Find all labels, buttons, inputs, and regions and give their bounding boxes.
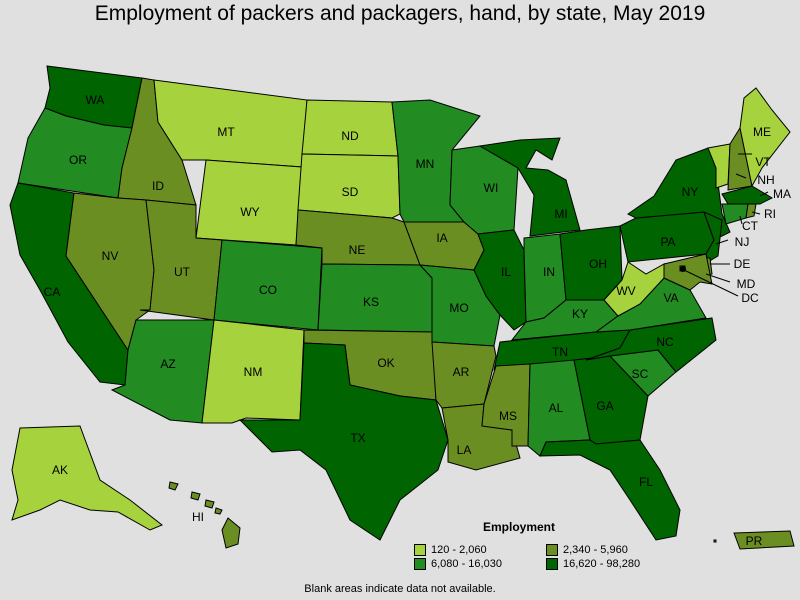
legend-label: 6,080 - 16,030 xyxy=(431,558,502,570)
legend-label: 16,620 - 98,280 xyxy=(563,558,641,570)
label-CA: CA xyxy=(44,285,61,299)
label-AK: AK xyxy=(52,463,68,477)
label-PA: PA xyxy=(660,235,675,249)
label-MD: MD xyxy=(737,277,756,291)
label-MN: MN xyxy=(416,157,435,171)
label-ME: ME xyxy=(753,125,771,139)
state-WY[interactable] xyxy=(195,159,303,246)
state-VT[interactable] xyxy=(707,143,731,189)
label-leaders xyxy=(683,153,769,297)
label-IN: IN xyxy=(543,265,555,279)
legend-item-1: 120 - 2,060 xyxy=(414,544,546,556)
label-NV: NV xyxy=(102,249,119,263)
label-MS: MS xyxy=(499,409,517,423)
map-title: Employment of packers and packagers, han… xyxy=(94,2,706,25)
label-MT: MT xyxy=(217,125,235,139)
label-OK: OK xyxy=(377,356,394,370)
legend-label: 2,340 - 5,960 xyxy=(563,544,628,556)
label-LA: LA xyxy=(457,443,472,457)
label-SD: SD xyxy=(342,185,359,199)
state-PR[interactable] xyxy=(733,530,795,550)
label-NJ: NJ xyxy=(735,235,750,249)
label-NY: NY xyxy=(682,185,699,199)
legend-swatch xyxy=(546,544,558,556)
label-MA: MA xyxy=(773,187,791,201)
label-AL: AL xyxy=(549,401,564,415)
state-ME[interactable] xyxy=(739,87,791,188)
label-NC: NC xyxy=(656,335,674,349)
state-MA[interactable] xyxy=(721,185,774,205)
label-KS: KS xyxy=(363,295,379,309)
footnote: Blank areas indicate data not available. xyxy=(304,583,496,595)
dc-marker xyxy=(680,266,686,272)
label-NM: NM xyxy=(244,365,263,379)
label-GA: GA xyxy=(596,399,613,413)
label-WI: WI xyxy=(484,181,499,195)
label-AR: AR xyxy=(453,365,470,379)
label-CO: CO xyxy=(259,283,277,297)
label-OH: OH xyxy=(589,257,607,271)
legend: Employment 120 - 2,060 2,340 - 5,960 6,0… xyxy=(414,520,640,570)
legend-title: Employment xyxy=(482,520,555,534)
state-HI[interactable] xyxy=(168,481,241,549)
label-CT: CT xyxy=(742,219,759,233)
state-RI[interactable] xyxy=(745,203,757,219)
label-ID: ID xyxy=(152,179,164,193)
label-NH: NH xyxy=(757,173,774,187)
state-ND[interactable] xyxy=(301,99,399,157)
legend-swatch xyxy=(546,558,558,570)
label-OR: OR xyxy=(69,153,87,167)
label-MO: MO xyxy=(449,301,468,315)
state-SD[interactable] xyxy=(297,153,401,219)
pr-islet xyxy=(713,539,717,543)
label-KY: KY xyxy=(572,307,588,321)
state-FL[interactable] xyxy=(539,439,681,541)
label-WA: WA xyxy=(86,93,105,107)
label-NE: NE xyxy=(349,243,366,257)
legend-item-4: 16,620 - 98,280 xyxy=(546,558,666,570)
state-IL[interactable] xyxy=(473,229,527,331)
legend-item-3: 2,340 - 5,960 xyxy=(546,544,666,556)
legend-swatch xyxy=(414,558,426,570)
state-MI[interactable] xyxy=(478,137,581,237)
label-HI: HI xyxy=(192,510,204,524)
label-ND: ND xyxy=(341,129,359,143)
label-IL: IL xyxy=(501,265,511,279)
state-AK[interactable] xyxy=(11,425,163,531)
label-DC: DC xyxy=(741,291,759,305)
legend-label: 120 - 2,060 xyxy=(431,544,487,556)
label-PR: PR xyxy=(746,534,763,548)
label-UT: UT xyxy=(174,265,191,279)
label-RI: RI xyxy=(764,207,776,221)
label-TN: TN xyxy=(552,345,568,359)
state-TX[interactable] xyxy=(238,342,449,541)
label-WV: WV xyxy=(616,284,635,298)
label-WY: WY xyxy=(240,205,259,219)
label-MI: MI xyxy=(554,207,567,221)
legend-swatch xyxy=(414,544,426,556)
label-IA: IA xyxy=(436,231,447,245)
state-NY[interactable] xyxy=(627,147,731,241)
label-SC: SC xyxy=(632,367,649,381)
label-VA: VA xyxy=(663,291,678,305)
label-DE: DE xyxy=(734,257,751,271)
label-TX: TX xyxy=(350,431,365,445)
label-VT: VT xyxy=(755,155,771,169)
legend-item-2: 6,080 - 16,030 xyxy=(414,558,546,570)
label-FL: FL xyxy=(639,475,653,489)
label-AZ: AZ xyxy=(160,357,175,371)
